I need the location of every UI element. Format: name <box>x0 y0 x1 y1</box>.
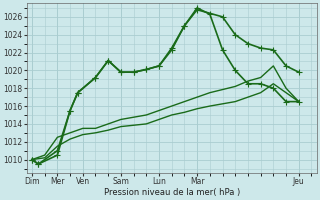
X-axis label: Pression niveau de la mer( hPa ): Pression niveau de la mer( hPa ) <box>104 188 240 197</box>
